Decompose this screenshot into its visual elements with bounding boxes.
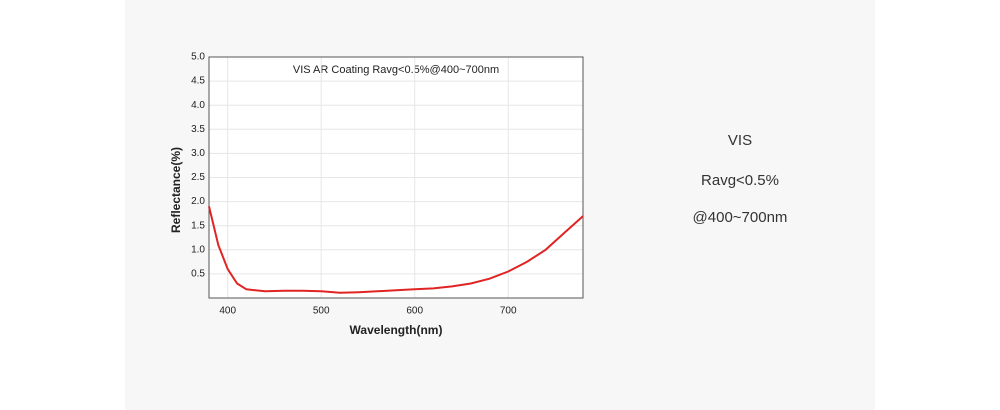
y-axis-label: Reflectance(%): [169, 147, 183, 233]
x-tick-label: 500: [313, 306, 330, 317]
y-tick-label: 2.0: [191, 196, 205, 207]
x-tick-label: 600: [406, 306, 423, 317]
y-tick-label: 3.0: [191, 148, 205, 159]
x-tick-label: 400: [219, 306, 236, 317]
chart-title: VIS AR Coating Ravg<0.5%@400~700nm: [293, 64, 499, 76]
y-tick-label: 1.5: [191, 220, 205, 231]
x-tick-label: 700: [500, 306, 517, 317]
y-tick-label: 4.5: [191, 76, 205, 87]
data-line: [208, 206, 584, 294]
side-text: VIS: [727, 132, 753, 149]
x-axis-label: Wavelength(nm): [350, 323, 443, 337]
y-tick-label: 0.5: [191, 269, 205, 280]
y-tick-label: 2.5: [191, 172, 205, 183]
y-tick-label: 1.0: [191, 244, 205, 255]
y-tick-label: 5.0: [191, 52, 205, 63]
y-tick-label: 4.0: [191, 100, 205, 111]
side-text: @400~700nm: [692, 209, 788, 226]
y-tick-label: 3.5: [191, 124, 205, 135]
side-text: Ravg<0.5%: [701, 172, 779, 189]
plot-frame: [208, 56, 584, 299]
